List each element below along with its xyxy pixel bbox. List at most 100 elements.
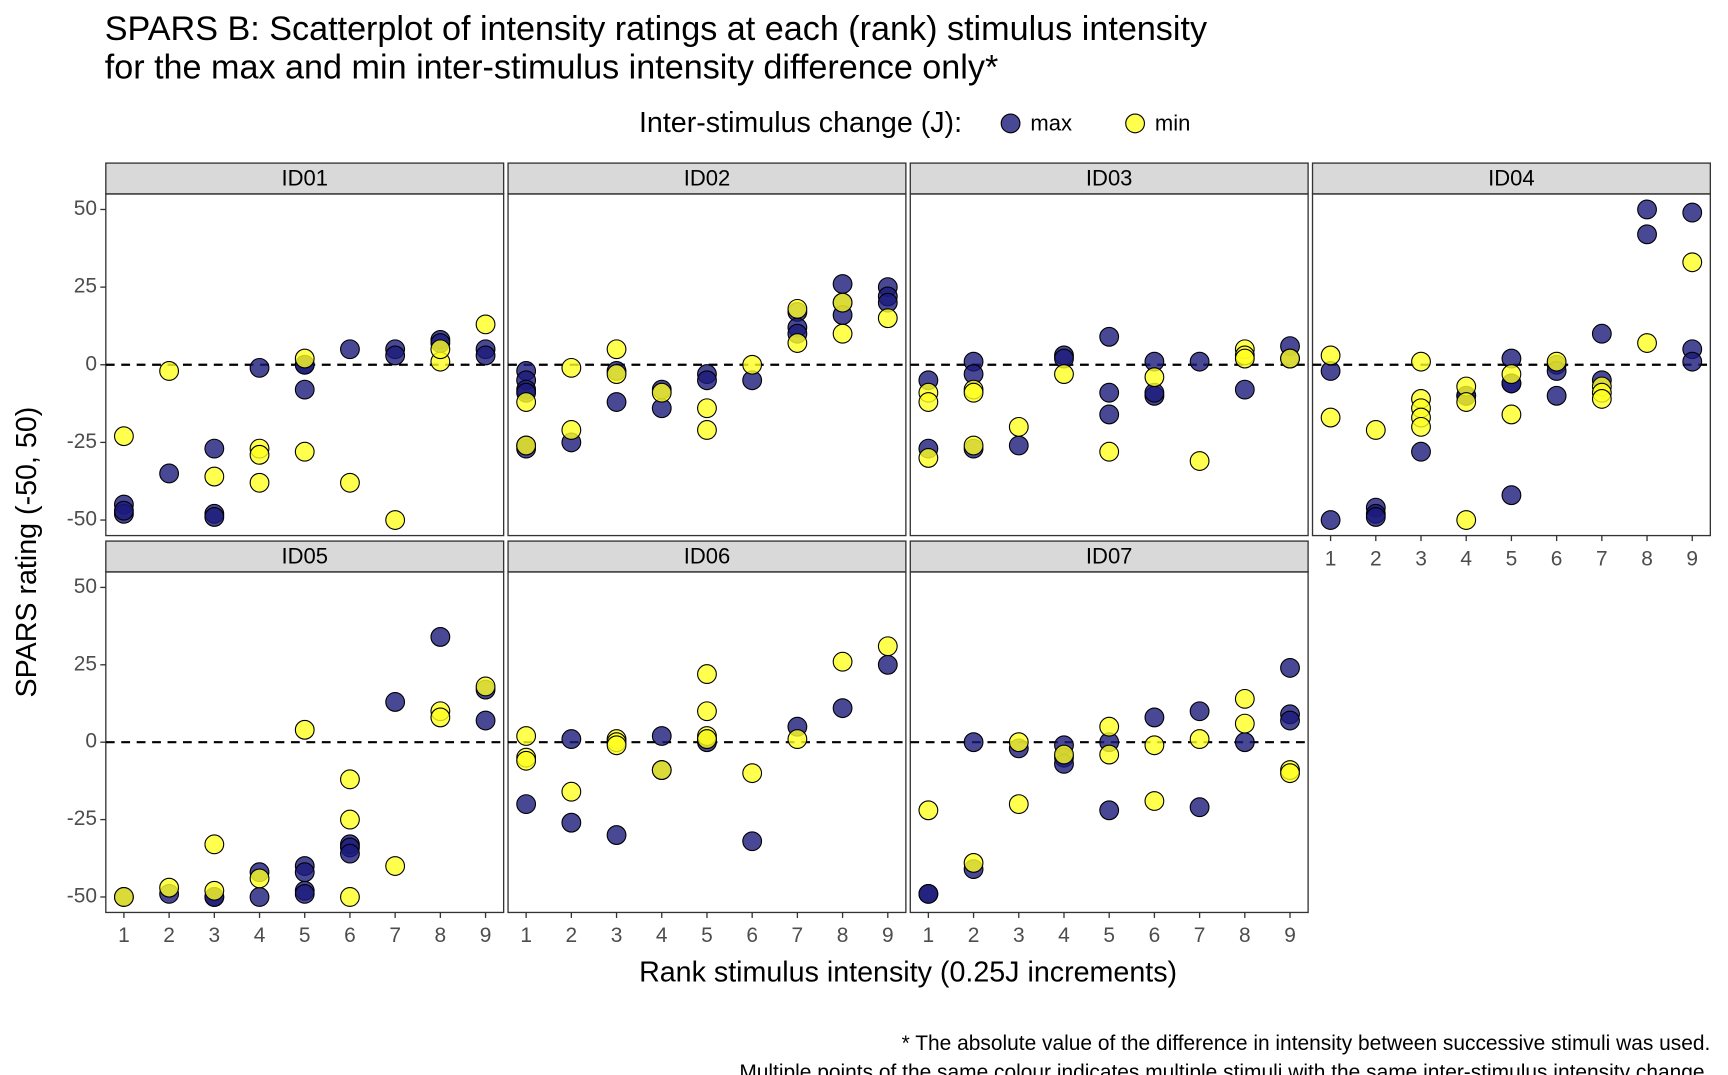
point bbox=[963, 435, 984, 456]
point bbox=[1320, 407, 1341, 428]
point bbox=[1365, 507, 1386, 527]
point bbox=[385, 692, 406, 712]
point bbox=[1637, 333, 1657, 353]
point bbox=[204, 507, 225, 527]
point bbox=[516, 794, 537, 815]
point bbox=[430, 707, 451, 728]
point bbox=[1054, 744, 1074, 765]
legend-swatch bbox=[1125, 113, 1146, 134]
facet-title: ID03 bbox=[1086, 165, 1133, 190]
point bbox=[249, 444, 270, 465]
point bbox=[159, 463, 180, 484]
point bbox=[963, 853, 984, 873]
point bbox=[249, 868, 270, 889]
point bbox=[1280, 657, 1300, 678]
point bbox=[1099, 404, 1120, 425]
x-tick-label: 9 bbox=[882, 924, 894, 947]
point bbox=[1501, 404, 1522, 425]
x-tick-label: 9 bbox=[1284, 924, 1296, 947]
point bbox=[697, 701, 717, 722]
point bbox=[697, 729, 717, 750]
point bbox=[1682, 202, 1703, 223]
point bbox=[918, 392, 939, 412]
point bbox=[113, 887, 134, 907]
point bbox=[1234, 348, 1255, 369]
point bbox=[1456, 392, 1477, 412]
point bbox=[697, 398, 717, 419]
x-tick-label: 1 bbox=[520, 924, 532, 947]
point bbox=[1144, 791, 1165, 811]
point bbox=[1189, 351, 1210, 372]
facet-strip bbox=[909, 162, 1309, 195]
point bbox=[561, 420, 582, 440]
point bbox=[340, 809, 360, 830]
point bbox=[742, 763, 763, 784]
y-tick-label: 50 bbox=[74, 575, 97, 598]
point bbox=[651, 760, 672, 780]
point bbox=[606, 392, 627, 412]
x-tick-label: 5 bbox=[299, 924, 311, 947]
x-tick-label: 1 bbox=[118, 924, 130, 947]
point bbox=[832, 274, 853, 294]
point bbox=[385, 856, 406, 876]
x-tick-label: 6 bbox=[1149, 924, 1161, 947]
point bbox=[1411, 351, 1431, 372]
x-axis-label: Rank stimulus intensity (0.25J increment… bbox=[639, 957, 1177, 989]
x-tick-label: 8 bbox=[1641, 547, 1653, 570]
x-tick-label: 3 bbox=[209, 924, 221, 947]
x-tick-label: 4 bbox=[1460, 547, 1472, 570]
point bbox=[697, 370, 717, 391]
point bbox=[832, 292, 853, 313]
point bbox=[1320, 345, 1341, 366]
point bbox=[385, 345, 406, 366]
point bbox=[1234, 688, 1255, 709]
point bbox=[1280, 710, 1300, 731]
facet-title: ID04 bbox=[1488, 165, 1535, 190]
y-tick-label: 25 bbox=[74, 275, 97, 298]
y-axis-label: SPARS rating (-50, 50) bbox=[11, 407, 43, 698]
point bbox=[1234, 713, 1255, 734]
x-tick-label: 2 bbox=[163, 924, 175, 947]
y-tick-label: -25 bbox=[67, 430, 97, 453]
point bbox=[1591, 389, 1612, 409]
legend-title: Inter-stimulus change (J): bbox=[639, 107, 962, 139]
facet-title: ID01 bbox=[281, 165, 328, 190]
point bbox=[1320, 510, 1341, 530]
point bbox=[475, 345, 496, 366]
facet-title: ID05 bbox=[281, 543, 328, 568]
point bbox=[204, 834, 225, 855]
x-tick-label: 9 bbox=[480, 924, 492, 947]
point bbox=[606, 735, 627, 756]
point bbox=[606, 825, 627, 845]
point bbox=[1144, 707, 1165, 728]
point bbox=[1637, 199, 1657, 220]
point bbox=[1637, 224, 1657, 245]
point bbox=[294, 719, 315, 740]
point bbox=[159, 361, 180, 381]
point bbox=[832, 323, 853, 344]
point bbox=[340, 843, 360, 864]
point bbox=[1411, 441, 1431, 462]
point bbox=[1682, 351, 1703, 372]
point bbox=[516, 750, 537, 771]
point bbox=[1501, 485, 1522, 506]
point bbox=[651, 726, 672, 746]
point bbox=[340, 339, 360, 360]
point bbox=[561, 781, 582, 802]
point bbox=[430, 339, 451, 360]
point bbox=[516, 392, 537, 412]
point bbox=[475, 314, 496, 335]
point bbox=[294, 441, 315, 462]
point bbox=[1546, 385, 1567, 406]
x-tick-label: 7 bbox=[389, 924, 401, 947]
point bbox=[561, 812, 582, 833]
legend-swatch bbox=[1000, 113, 1021, 134]
footnote: * The absolute value of the difference i… bbox=[902, 1032, 1711, 1055]
x-tick-label: 3 bbox=[611, 924, 623, 947]
x-tick-label: 8 bbox=[435, 924, 447, 947]
point bbox=[1189, 729, 1210, 750]
y-tick-label: 0 bbox=[85, 352, 97, 375]
facet-strip bbox=[507, 540, 907, 573]
point bbox=[294, 379, 315, 400]
